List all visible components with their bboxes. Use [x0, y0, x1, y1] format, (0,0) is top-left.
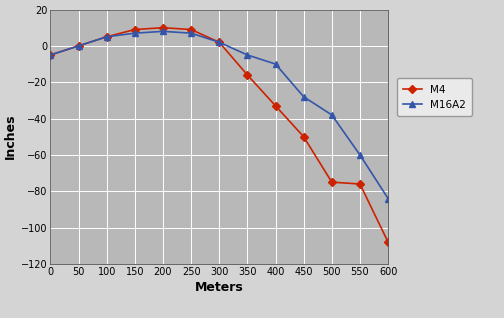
M16A2 — [76, 44, 82, 48]
M16A2 — [385, 197, 391, 200]
M4 — [160, 26, 166, 30]
Legend: M4, M16A2: M4, M16A2 — [397, 78, 472, 116]
M4 — [300, 135, 306, 139]
M4 — [47, 53, 53, 57]
M4 — [188, 28, 194, 31]
M4 — [216, 40, 222, 44]
M16A2 — [273, 62, 279, 66]
M16A2 — [216, 40, 222, 44]
M16A2 — [104, 35, 110, 39]
X-axis label: Meters: Meters — [195, 281, 243, 294]
M16A2 — [300, 95, 306, 99]
M16A2 — [244, 53, 250, 57]
M4 — [244, 73, 250, 77]
M16A2 — [160, 30, 166, 33]
Line: M16A2: M16A2 — [47, 29, 391, 201]
Y-axis label: Inches: Inches — [4, 114, 17, 160]
M16A2 — [188, 31, 194, 35]
M4 — [273, 104, 279, 108]
M4 — [329, 180, 335, 184]
M4 — [357, 182, 363, 186]
M4 — [104, 35, 110, 39]
M4 — [132, 28, 138, 31]
M16A2 — [132, 31, 138, 35]
Line: M4: M4 — [47, 25, 391, 245]
M4 — [385, 240, 391, 244]
M16A2 — [357, 153, 363, 157]
M16A2 — [329, 113, 335, 117]
M16A2 — [47, 53, 53, 57]
M4 — [76, 44, 82, 48]
